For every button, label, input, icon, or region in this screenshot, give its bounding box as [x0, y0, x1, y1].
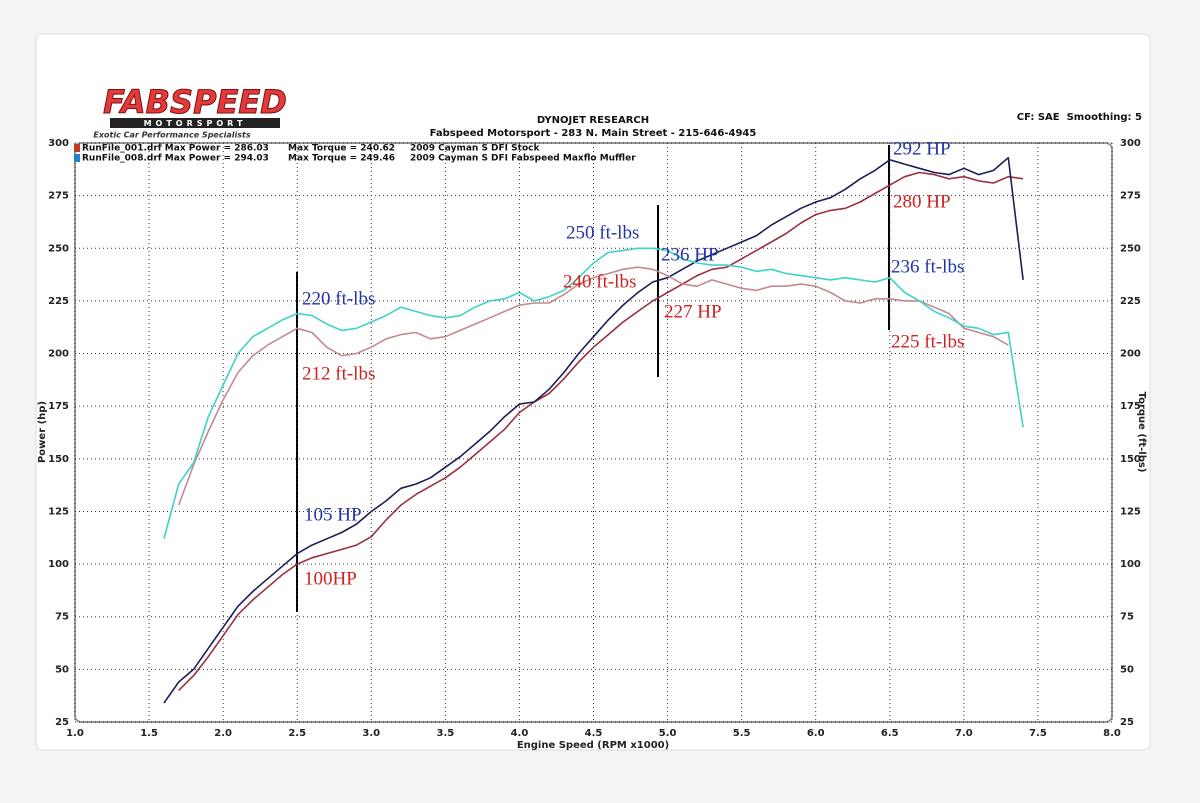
annotation: 227 HP	[664, 301, 722, 322]
x-tick-label: 4.5	[585, 728, 603, 739]
y-tick-label: 175	[48, 401, 69, 412]
x-tick-label: 8.0	[1103, 728, 1121, 739]
y-tick-label: 300	[48, 138, 69, 149]
data-line	[163, 247, 1024, 540]
annotation: 105 HP	[304, 504, 362, 525]
legend-file: RunFile_001.drf Max Power = 286.03	[82, 144, 269, 154]
y2-tick-label: 275	[1120, 191, 1141, 202]
y2-tick-label: 225	[1120, 296, 1141, 307]
x-tick-label: 1.5	[140, 728, 158, 739]
y2-tick-label: 75	[1120, 612, 1134, 623]
y2-tick-label: 125	[1120, 506, 1141, 517]
logo-sub: MOTORSPORT	[144, 119, 247, 128]
y-tick-label: 75	[55, 612, 69, 623]
chart-title: DYNOJET RESEARCH	[537, 115, 649, 126]
x-tick-label: 7.5	[1029, 728, 1047, 739]
x-axis-title: Engine Speed (RPM x1000)	[517, 740, 669, 751]
y2-tick-label: 300	[1120, 138, 1141, 149]
logo-tagline: Exotic Car Performance Specialists	[93, 131, 250, 140]
y-axis-title: Power (hp)	[37, 401, 48, 463]
legend-file: RunFile_008.drf Max Power = 294.03	[82, 154, 269, 164]
chart-subtitle: Fabspeed Motorsport - 283 N. Main Street…	[430, 128, 757, 139]
y2-tick-label: 50	[1120, 664, 1134, 675]
logo-band	[110, 118, 280, 128]
data-line	[177, 266, 1009, 506]
x-tick-label: 6.0	[807, 728, 825, 739]
annotation: 292 HP	[893, 138, 951, 159]
x-tick-label: 3.5	[436, 728, 454, 739]
y-tick-label: 200	[48, 349, 69, 360]
y-tick-label: 25	[55, 717, 69, 728]
annotation: 212 ft-lbs	[302, 363, 375, 384]
y2-tick-label: 200	[1120, 349, 1141, 360]
y2-tick-label: 175	[1120, 401, 1141, 412]
y-tick-label: 275	[48, 191, 69, 202]
annotation: 236 ft-lbs	[891, 256, 964, 277]
settings: CF: SAE Smoothing: 5	[1017, 112, 1142, 123]
legend-swatch	[74, 144, 80, 152]
y2-tick-label: 250	[1120, 243, 1141, 254]
logo-brand: FABSPEED	[103, 83, 287, 121]
legend-desc: 2009 Cayman S DFI Stock	[410, 144, 540, 154]
annotation: 220 ft-lbs	[302, 288, 375, 309]
y-tick-label: 125	[48, 506, 69, 517]
y2-axis-title: Torque (ft-lbs)	[1136, 392, 1147, 473]
annotation: 225 ft-lbs	[891, 331, 964, 352]
y2-tick-label: 100	[1120, 559, 1141, 570]
x-tick-label: 4.0	[511, 728, 529, 739]
x-tick-label: 7.0	[955, 728, 973, 739]
x-tick-label: 3.0	[362, 728, 380, 739]
x-tick-label: 5.0	[659, 728, 677, 739]
data-line	[178, 171, 1024, 691]
y2-tick-label: 25	[1120, 717, 1134, 728]
x-tick-label: 2.0	[214, 728, 232, 739]
x-tick-label: 6.5	[881, 728, 899, 739]
x-tick-label: 2.5	[288, 728, 306, 739]
legend-torque: Max Torque = 249.46	[288, 154, 395, 164]
x-tick-label: 1.0	[66, 728, 84, 739]
legend-desc: 2009 Cayman S DFI Fabspeed Maxflo Muffle…	[410, 154, 636, 164]
y-tick-label: 150	[48, 454, 69, 465]
legend-torque: Max Torque = 240.62	[288, 144, 395, 154]
annotation: 280 HP	[893, 191, 951, 212]
y-tick-label: 100	[48, 559, 69, 570]
y-tick-label: 50	[55, 664, 69, 675]
data-line	[163, 156, 1024, 704]
y-tick-label: 250	[48, 243, 69, 254]
y-tick-label: 225	[48, 296, 69, 307]
annotation: 250 ft-lbs	[566, 222, 639, 243]
annotation: 236 HP	[661, 244, 719, 265]
y2-tick-label: 150	[1120, 454, 1141, 465]
annotation: 240 ft-lbs	[563, 271, 636, 292]
legend-swatch	[74, 154, 80, 162]
annotation: 100HP	[304, 568, 357, 589]
x-tick-label: 5.5	[733, 728, 751, 739]
